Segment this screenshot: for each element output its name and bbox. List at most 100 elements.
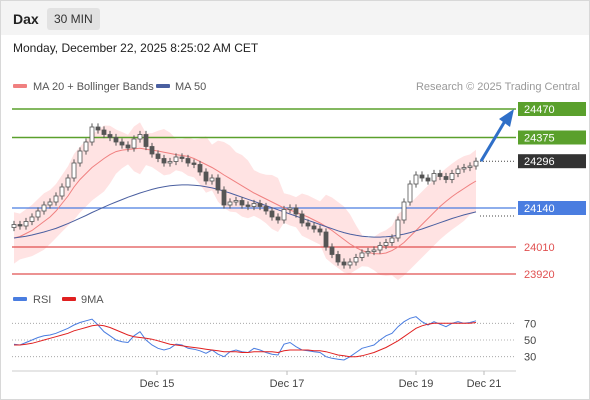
candle: [227, 198, 233, 209]
candle: [233, 196, 239, 206]
header-bar: Dax 30 MIN: [1, 1, 589, 35]
candle: [113, 133, 119, 146]
price-tag-24470: 24470: [518, 102, 586, 116]
candle: [95, 123, 101, 134]
timestamp: Monday, December 22, 2025 8:25:02 AM CET: [13, 41, 259, 55]
rsi-tick-70: 70: [524, 318, 536, 330]
candle: [473, 157, 479, 170]
price-tags: 24470 24375 24296 24140 24010 23920: [518, 102, 586, 281]
candle: [149, 142, 155, 158]
candle: [347, 258, 353, 269]
candle: [101, 126, 107, 139]
candle: [293, 204, 299, 218]
ma20-legend-label: MA 20 + Bollinger Bands: [33, 81, 154, 93]
candle: [119, 138, 125, 149]
candle: [71, 159, 77, 182]
ma50-legend-label: MA 50: [175, 81, 206, 93]
rsi-panel: 70 50 30: [12, 316, 536, 364]
ma50-legend-swatch: [156, 84, 170, 88]
candle: [35, 207, 41, 221]
candle: [59, 183, 65, 200]
candle: [281, 205, 287, 224]
forecast-arrow-shaft: [479, 120, 507, 162]
candle: [239, 196, 245, 209]
forecast-arrow: [479, 109, 514, 162]
candle: [11, 220, 17, 232]
candle: [401, 198, 407, 224]
ma20-legend-swatch: [13, 84, 27, 88]
bollinger-bands: [14, 122, 476, 281]
candle: [179, 153, 185, 163]
candle: [395, 216, 401, 242]
candle: [275, 213, 281, 224]
rsi-legend-swatch: [13, 297, 27, 301]
rsi-line: [13, 316, 477, 361]
candle: [449, 169, 455, 184]
candle: [377, 241, 383, 254]
interval-button[interactable]: 30 MIN: [47, 8, 100, 30]
candle: [359, 249, 365, 262]
candle: [47, 198, 53, 209]
candle: [215, 174, 221, 194]
candle: [431, 169, 437, 185]
credit-text: Research © 2025 Trading Central: [416, 81, 580, 93]
price-tag-24010: 24010: [524, 242, 555, 254]
x-tick-label: Dec 17: [270, 378, 305, 390]
candle: [299, 210, 305, 227]
candle: [353, 253, 359, 266]
candle: [461, 163, 467, 173]
price-tag-label: 24296: [524, 156, 555, 168]
rsi-ma-line: [14, 322, 477, 358]
candle: [245, 201, 251, 211]
candle: [209, 174, 215, 185]
candle: [329, 243, 335, 259]
price-tag-24296: 24296: [518, 154, 586, 169]
candle: [53, 192, 59, 206]
candle: [41, 201, 47, 215]
symbol-name: Dax: [13, 11, 39, 27]
candle: [323, 228, 329, 251]
candle: [29, 213, 35, 226]
candle: [425, 174, 431, 185]
candle: [107, 130, 113, 142]
candle: [173, 153, 179, 166]
candle: [437, 169, 443, 181]
candle: [257, 199, 263, 211]
candle: [125, 141, 131, 152]
candle: [143, 130, 149, 151]
candle: [83, 138, 89, 155]
price-tag-label: 24010: [524, 242, 555, 254]
candle: [335, 250, 341, 266]
candle: [263, 202, 269, 215]
bollinger-band-area: [14, 122, 476, 281]
candle: [389, 234, 395, 247]
candle: [407, 180, 413, 206]
candle: [89, 123, 95, 146]
candle: [203, 168, 209, 185]
price-candles: [11, 123, 479, 269]
forecast-arrow-head: [499, 109, 514, 127]
candle: [311, 222, 317, 233]
rsi-legend-label: RSI: [33, 294, 51, 306]
candle: [167, 157, 173, 167]
ma20-line: [13, 147, 477, 255]
price-tag-label: 24375: [524, 133, 555, 145]
x-axis: Dec 15 Dec 17 Dec 19 Dec 21: [140, 371, 502, 390]
x-tick-label: Dec 19: [399, 378, 434, 390]
price-tag-label: 24140: [524, 203, 555, 215]
rsi-tick-30: 30: [524, 352, 536, 364]
candle: [383, 238, 389, 250]
candle: [341, 258, 347, 269]
price-tag-23920: 23920: [524, 269, 555, 281]
ma9-legend-swatch: [62, 297, 76, 301]
rsi-tick-50: 50: [524, 335, 536, 347]
candle: [371, 246, 377, 256]
candle: [77, 147, 83, 167]
price-tag-label: 24470: [524, 104, 555, 116]
candle: [413, 171, 419, 188]
candle: [455, 165, 461, 178]
candle: [137, 130, 143, 143]
ma9-legend-label: 9MA: [81, 294, 104, 306]
x-tick-label: Dec 21: [467, 378, 502, 390]
